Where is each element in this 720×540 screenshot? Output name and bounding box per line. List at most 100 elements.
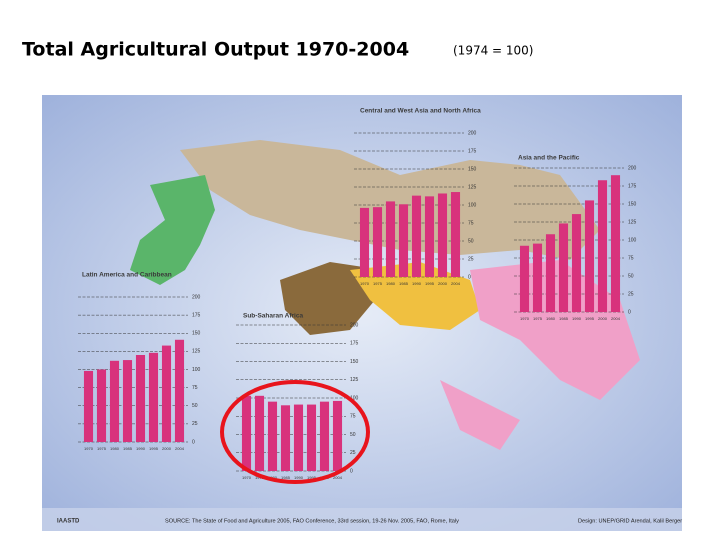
y-tick-label: 75	[192, 385, 198, 391]
region-title: Sub-Saharan Africa	[243, 313, 303, 320]
x-tick-label: 2004	[611, 316, 621, 321]
x-tick-label: 1970	[360, 281, 370, 286]
bar	[597, 180, 608, 312]
x-tick-label: 2004	[175, 446, 185, 451]
y-tick-label: 150	[350, 359, 359, 365]
x-tick-label: 1980	[546, 316, 556, 321]
x-tick-label: 1980	[110, 446, 120, 451]
bar	[293, 404, 304, 471]
bar	[96, 369, 107, 442]
x-tick-label: 1995	[307, 475, 317, 480]
bar	[241, 395, 252, 471]
x-tick-label: 2004	[333, 475, 343, 480]
land-latin-america	[130, 175, 215, 285]
y-tick-label: 125	[192, 349, 201, 355]
region-title: Asia and the Pacific	[518, 155, 580, 162]
land-africa	[280, 262, 375, 335]
y-tick-label: 150	[468, 166, 477, 172]
y-tick-label: 175	[192, 312, 201, 318]
x-tick-label: 1980	[268, 475, 278, 480]
y-tick-label: 50	[192, 403, 198, 409]
bar	[437, 193, 448, 277]
y-tick-label: 75	[350, 414, 356, 420]
bar	[372, 207, 383, 277]
x-tick-label: 1990	[412, 281, 422, 286]
bar	[411, 195, 422, 277]
y-tick-label: 100	[350, 395, 359, 401]
x-tick-label: 1985	[281, 475, 291, 480]
bar	[148, 352, 159, 442]
y-tick-label: 25	[192, 421, 198, 427]
x-tick-label: 1975	[373, 281, 383, 286]
y-tick-label: 175	[628, 183, 637, 189]
bar	[122, 360, 133, 442]
x-tick-label: 1985	[123, 446, 133, 451]
land-asia	[470, 260, 640, 400]
bar	[174, 339, 185, 442]
y-tick-label: 175	[350, 341, 359, 347]
bar	[319, 401, 330, 471]
logo: IAASTD	[57, 519, 80, 525]
credit: Design: UNEP/GRID Arendal, Kalil Berger	[578, 518, 682, 524]
bar	[584, 200, 595, 312]
bar	[610, 175, 621, 312]
bar	[332, 400, 343, 471]
x-tick-label: 1990	[136, 446, 146, 451]
y-tick-label: 25	[628, 291, 634, 297]
bar	[571, 214, 582, 312]
y-tick-label: 200	[350, 322, 359, 328]
x-tick-label: 1975	[533, 316, 543, 321]
x-tick-label: 1975	[97, 446, 107, 451]
y-tick-label: 150	[192, 331, 201, 337]
x-tick-label: 1980	[386, 281, 396, 286]
slide-subtitle: (1974 = 100)	[453, 44, 534, 58]
x-tick-label: 1995	[425, 281, 435, 286]
x-tick-label: 2000	[162, 446, 172, 451]
bar	[532, 243, 543, 312]
x-tick-label: 1985	[399, 281, 409, 286]
bar	[306, 404, 317, 471]
x-tick-label: 1985	[559, 316, 569, 321]
land-islands	[440, 380, 520, 450]
bar	[519, 245, 530, 312]
y-tick-label: 100	[192, 367, 201, 373]
highlight-circle	[220, 380, 370, 484]
region-title: Central and West Asia and North Africa	[360, 108, 481, 115]
y-tick-label: 75	[468, 220, 474, 226]
y-tick-label: 50	[468, 238, 474, 244]
slide-title: Total Agricultural Output 1970-2004	[22, 39, 409, 61]
y-tick-label: 50	[350, 432, 356, 438]
x-tick-label: 1995	[585, 316, 595, 321]
bar	[398, 204, 409, 277]
y-tick-label: 100	[468, 202, 477, 208]
x-tick-label: 1970	[84, 446, 94, 451]
y-tick-label: 0	[468, 274, 471, 280]
x-tick-label: 1990	[572, 316, 582, 321]
region-title: Latin America and Caribbean	[82, 272, 172, 279]
land-north	[180, 140, 600, 260]
bar	[450, 192, 461, 277]
y-tick-label: 25	[350, 450, 356, 456]
x-tick-label: 2000	[598, 316, 608, 321]
x-tick-label: 1995	[149, 446, 159, 451]
bar	[83, 370, 94, 442]
x-tick-label: 2000	[438, 281, 448, 286]
x-tick-label: 1990	[294, 475, 304, 480]
bar	[267, 401, 278, 471]
y-tick-label: 0	[350, 468, 353, 474]
y-tick-label: 200	[468, 130, 477, 136]
y-tick-label: 125	[468, 184, 477, 190]
y-tick-label: 200	[192, 294, 201, 300]
y-tick-label: 100	[628, 237, 637, 243]
bar	[558, 223, 569, 312]
y-tick-label: 125	[628, 219, 637, 225]
source: SOURCE: The State of Food and Agricultur…	[165, 518, 459, 524]
land-west-asia	[350, 262, 480, 330]
y-tick-label: 200	[628, 165, 637, 171]
x-tick-label: 1970	[242, 475, 252, 480]
bar	[545, 234, 556, 312]
y-tick-label: 175	[468, 148, 477, 154]
x-tick-label: 1970	[520, 316, 530, 321]
